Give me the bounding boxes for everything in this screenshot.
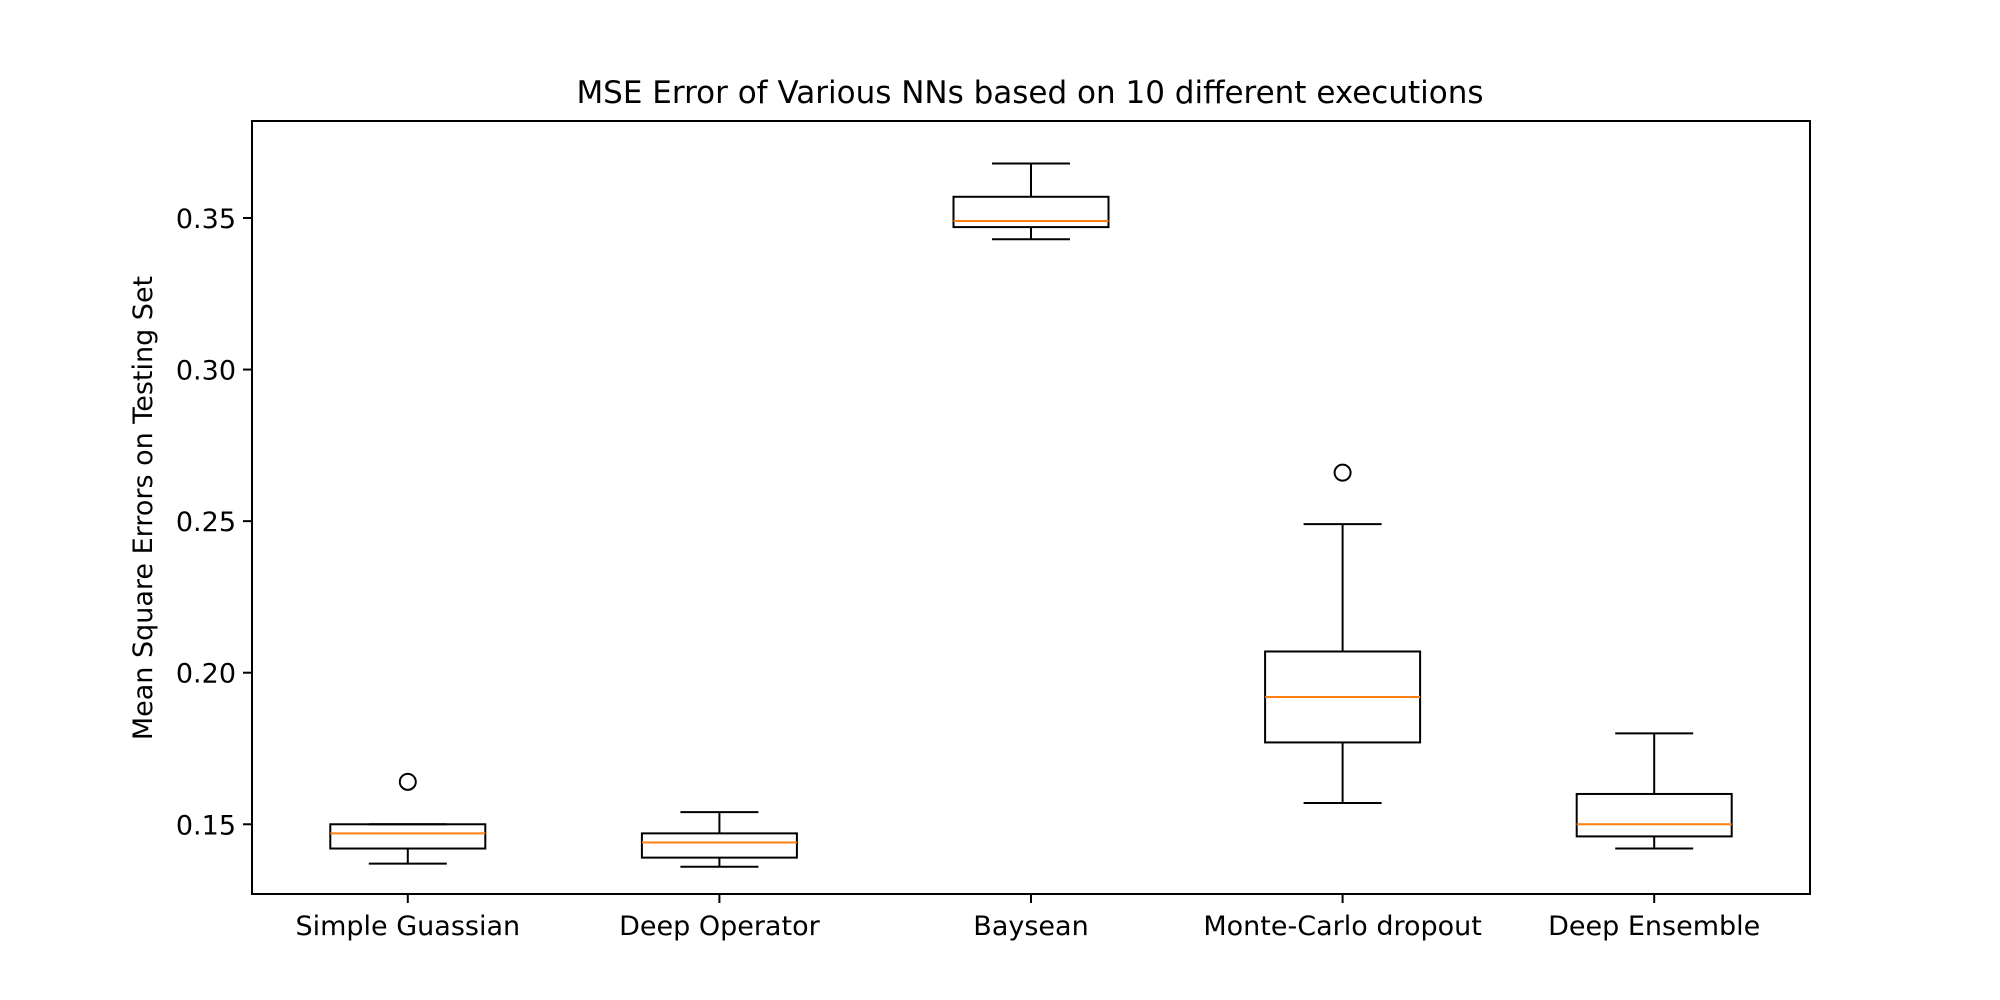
y-tick-label: 0.25 (176, 507, 236, 538)
y-tick-label: 0.35 (176, 204, 236, 235)
plot-area (329, 162, 1733, 868)
box-group (1264, 463, 1422, 805)
box-iqr (952, 195, 1110, 229)
y-axis-label: Mean Square Errors on Testing Set (128, 276, 159, 740)
x-axis: Simple Guassian Deep Operator Baysean Monte… (295, 894, 1760, 942)
box-iqr (329, 823, 487, 850)
box-group (952, 162, 1110, 241)
x-tick-label: Baysean (973, 911, 1088, 942)
outlier-point (1333, 463, 1352, 482)
box-group (329, 772, 487, 865)
x-tick-label: Deep Operator (619, 911, 820, 942)
box-iqr (1575, 792, 1733, 838)
y-tick-label: 0.15 (176, 810, 236, 841)
y-axis: 0.15 0.20 0.25 0.30 0.35 (176, 204, 252, 841)
box-group (640, 811, 798, 868)
x-tick-label: Monte-Carlo dropout (1203, 911, 1482, 942)
box-group (1575, 732, 1733, 850)
box-iqr (640, 832, 798, 859)
y-tick-label: 0.30 (176, 356, 236, 387)
x-tick-label: Simple Guassian (295, 911, 520, 942)
x-tick-label: Deep Ensemble (1548, 911, 1760, 942)
outlier-point (398, 772, 417, 791)
y-tick-label: 0.20 (176, 659, 236, 690)
chart-title: MSE Error of Various NNs based on 10 dif… (576, 75, 1483, 111)
